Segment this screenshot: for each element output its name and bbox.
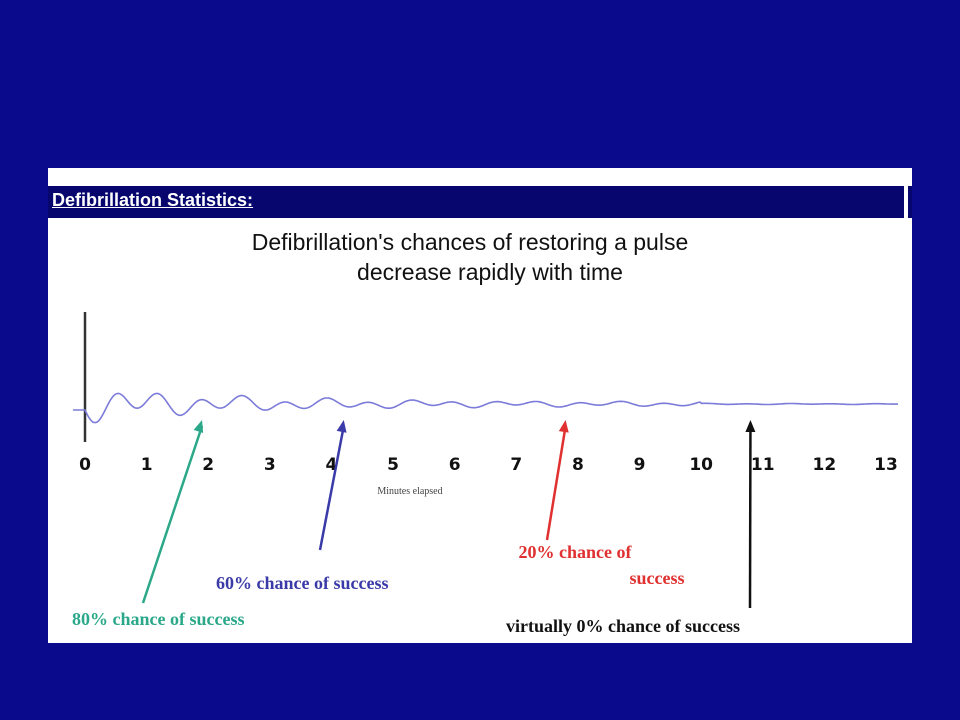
annotation-arrow (318, 425, 346, 551)
x-tick-group: 0 1 2 3 4 5 6 7 8 9 10 11 12 13 (79, 455, 898, 475)
signal-trace (73, 392, 898, 424)
x-tick-label: 1 (141, 455, 153, 475)
chart-title-line-1: Defibrillation's chances of restoring a … (252, 229, 689, 255)
annotation-group: 80% chance of success 60% chance of succe… (72, 420, 756, 636)
annotation-arrowhead (336, 420, 347, 433)
annotation-label: success (630, 568, 685, 588)
x-tick-label: 10 (689, 455, 713, 475)
header-accent (908, 186, 912, 218)
x-tick-label: 12 (813, 455, 837, 475)
x-axis-label: Minutes elapsed (377, 486, 442, 497)
x-tick-label: 7 (510, 455, 522, 475)
header-bar: Defibrillation Statistics: (48, 186, 912, 218)
x-tick-label: 9 (634, 455, 646, 475)
annotation-arrowhead (745, 420, 756, 433)
x-tick-label: 0 (79, 455, 91, 475)
header-title: Defibrillation Statistics: (52, 190, 254, 210)
chart-title-line-2: decrease rapidly with time (357, 259, 623, 285)
x-tick-label: 6 (449, 455, 461, 475)
annotation-label: virtually 0% chance of success (506, 616, 740, 636)
x-tick-label: 8 (572, 455, 584, 475)
x-tick-label: 3 (264, 455, 276, 475)
x-tick-label: 11 (751, 455, 775, 475)
annotation-arrow (545, 425, 567, 541)
annotation-arrow (141, 425, 204, 604)
x-tick-label: 13 (874, 455, 898, 475)
x-tick-label: 2 (202, 455, 214, 475)
annotation-arrowhead (193, 420, 204, 433)
annotation-arrowhead (558, 420, 569, 433)
x-tick-label: 5 (387, 455, 399, 475)
annotation-label: 60% chance of success (216, 573, 388, 593)
annotation-label: 80% chance of success (72, 609, 244, 629)
annotation-label: 20% chance of (519, 542, 633, 562)
